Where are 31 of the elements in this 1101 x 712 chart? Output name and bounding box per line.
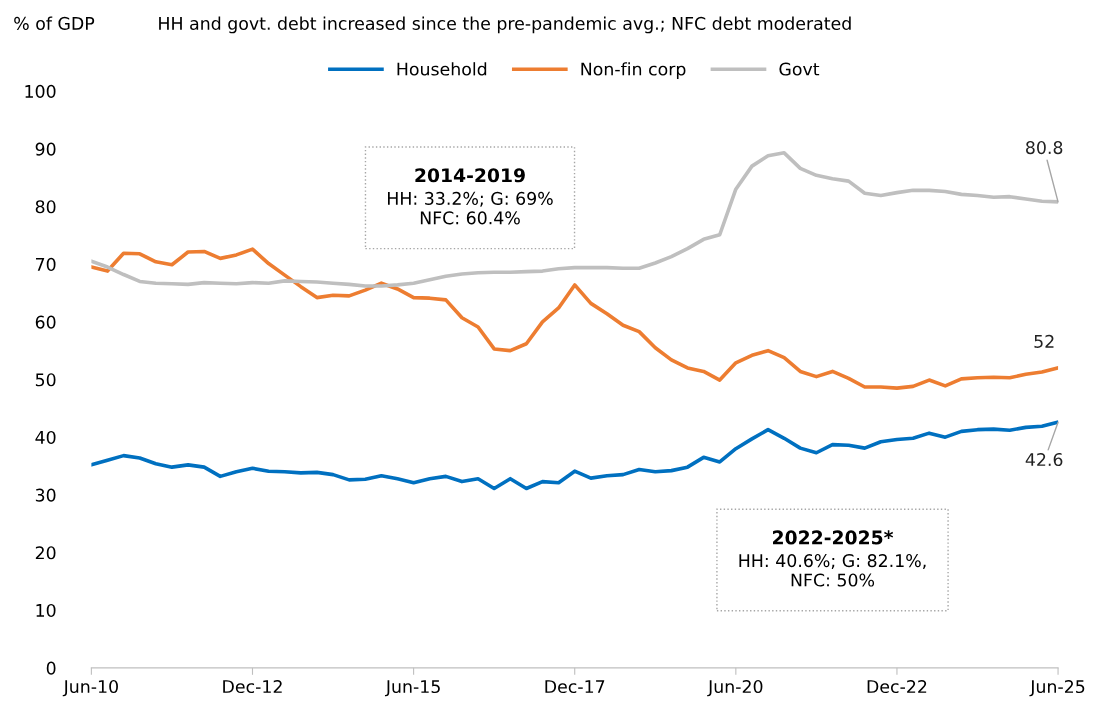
annotation: HH: 33.2%; G: 69% NFC: 60.4% xyxy=(388,191,553,225)
y-tick-label: 0 xyxy=(46,661,56,675)
x-tick-label: Dec-12 xyxy=(223,679,282,694)
y-tick-label: 20 xyxy=(35,546,56,560)
y-tick-label: 30 xyxy=(35,488,56,502)
x-tick-label: Dec-17 xyxy=(545,680,605,694)
legend-label: Household xyxy=(397,62,487,76)
y-axis-title: % of GDP xyxy=(14,16,95,30)
annotation: 2014-2019 xyxy=(415,168,525,183)
x-tick-label: Jun-25 xyxy=(1029,679,1085,697)
legend-label: Govt xyxy=(779,62,820,76)
y-tick-label: 80 xyxy=(35,200,56,214)
y-tick-label: 90 xyxy=(35,142,56,156)
y-tick-label: 70 xyxy=(35,257,56,271)
chart-title: HH and govt. debt increased since the pre-pandemic avg.; NFC debt moderated xyxy=(159,16,851,34)
line-series xyxy=(91,247,1059,390)
x-tick-label: Jun-20 xyxy=(707,679,763,697)
data-label: 52 xyxy=(1034,334,1054,348)
annotation: HH: 40.6%; G: 82.1%, NFC: 50% xyxy=(739,554,926,587)
y-tick-label: 50 xyxy=(35,373,56,387)
legend-label: Non-fin corp xyxy=(581,62,686,79)
data-label: 42.6 xyxy=(1025,452,1063,467)
x-tick-label: Dec-22 xyxy=(867,679,927,694)
y-tick-label: 10 xyxy=(36,603,56,618)
x-tick-label: Jun-15 xyxy=(384,680,440,697)
y-tick-label: 60 xyxy=(35,315,56,329)
annotation: 2022-2025* xyxy=(773,530,894,545)
data-label: 80.8 xyxy=(1026,140,1063,155)
y-tick-label: 100 xyxy=(25,84,56,98)
x-tick-label: Jun-10 xyxy=(62,679,118,697)
y-tick-label: 40 xyxy=(35,430,56,445)
